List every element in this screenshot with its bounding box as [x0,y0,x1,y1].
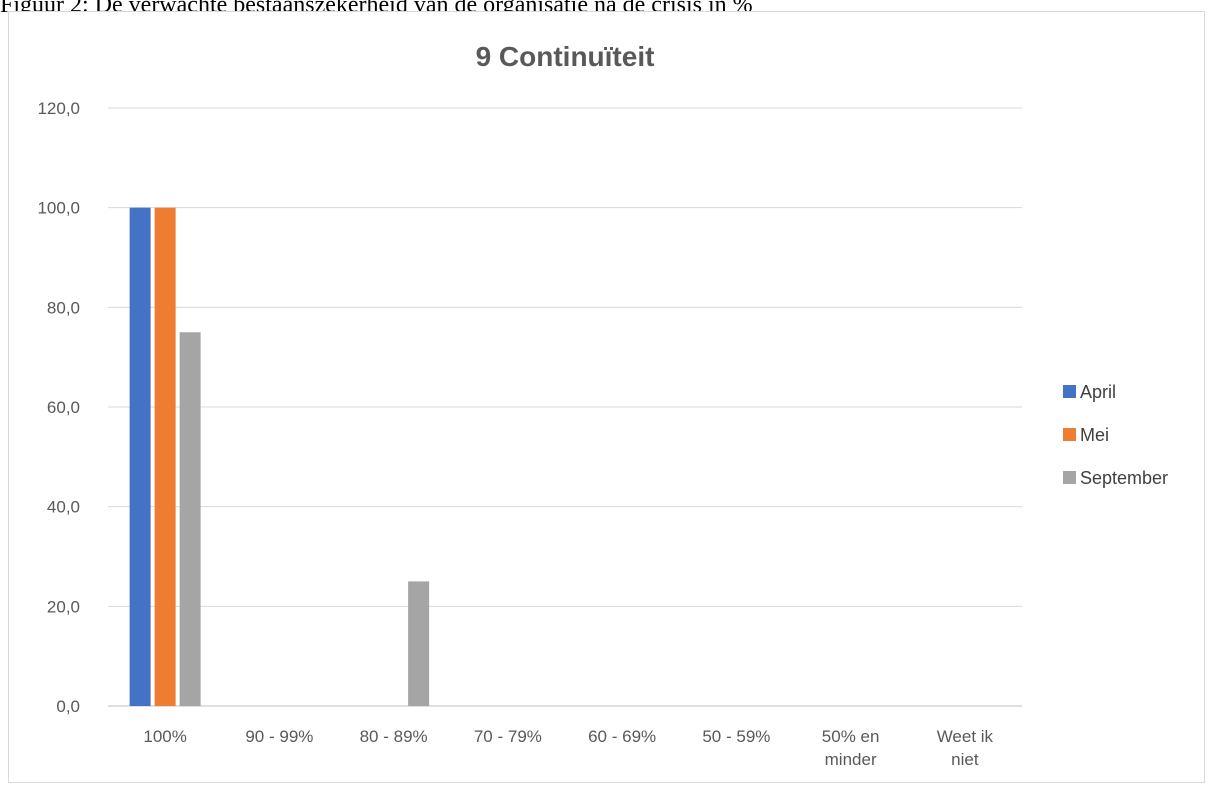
legend-label-mei: Mei [1080,425,1109,445]
bar-mei-1 [154,207,176,706]
x-tick-label: 60 - 69% [588,727,656,746]
legend-swatch-september [1063,471,1076,484]
y-tick-label: 80,0 [47,298,80,317]
x-tick-label: 80 - 89% [360,727,428,746]
chart-frame [8,11,1205,783]
y-tick-label: 40,0 [47,498,80,517]
x-tick-label: 100% [143,727,186,746]
bar-september-3 [408,581,430,706]
legend-label-september: September [1080,468,1168,488]
x-tick-label: 90 - 99% [245,727,313,746]
y-tick-label: 60,0 [47,398,80,417]
legend-label-april: April [1080,382,1116,402]
y-tick-label: 100,0 [37,199,80,218]
chart-title: 9 Continuïteit [476,41,655,72]
x-tick-label: 50% en minder [822,727,880,769]
bar-april-1 [129,207,151,706]
x-tick-label: Weet ik niet [937,727,994,769]
y-tick-label: 120,0 [37,99,80,118]
legend-swatch-mei [1063,428,1076,441]
legend-swatch-april [1063,385,1076,398]
y-tick-label: 0,0 [56,697,80,716]
x-tick-label: 70 - 79% [474,727,542,746]
y-tick-label: 20,0 [47,597,80,616]
bar-september-1 [179,332,201,706]
x-tick-label: 50 - 59% [702,727,770,746]
